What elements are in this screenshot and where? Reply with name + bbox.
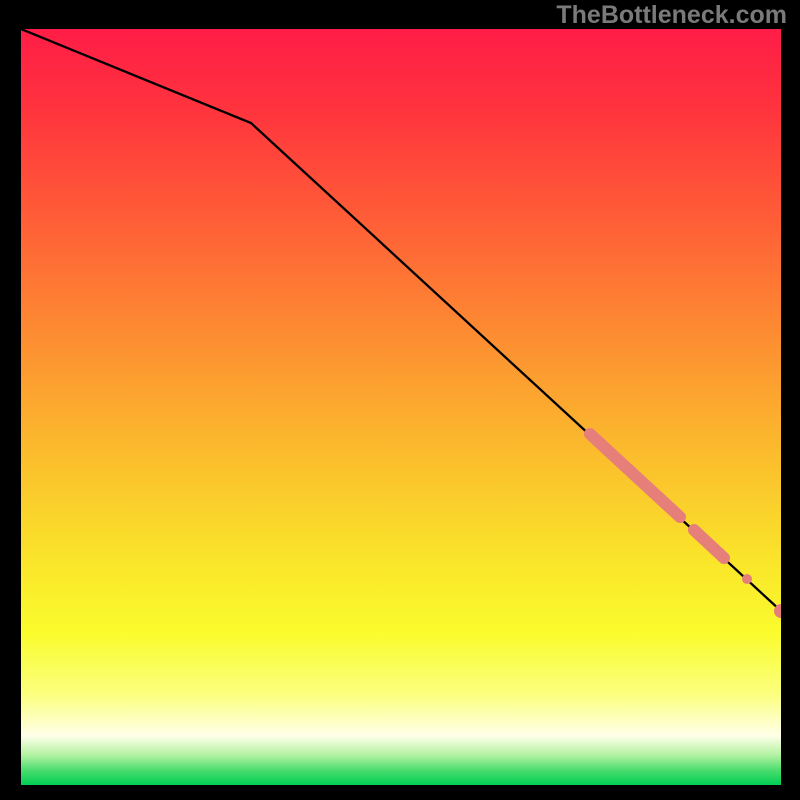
watermark-text: TheBottleneck.com — [556, 3, 787, 28]
plot-background — [21, 29, 781, 785]
marker-dot-0 — [742, 574, 752, 584]
canvas: TheBottleneck.com — [0, 0, 800, 800]
chart-svg — [21, 29, 781, 785]
plot-area — [21, 29, 781, 785]
